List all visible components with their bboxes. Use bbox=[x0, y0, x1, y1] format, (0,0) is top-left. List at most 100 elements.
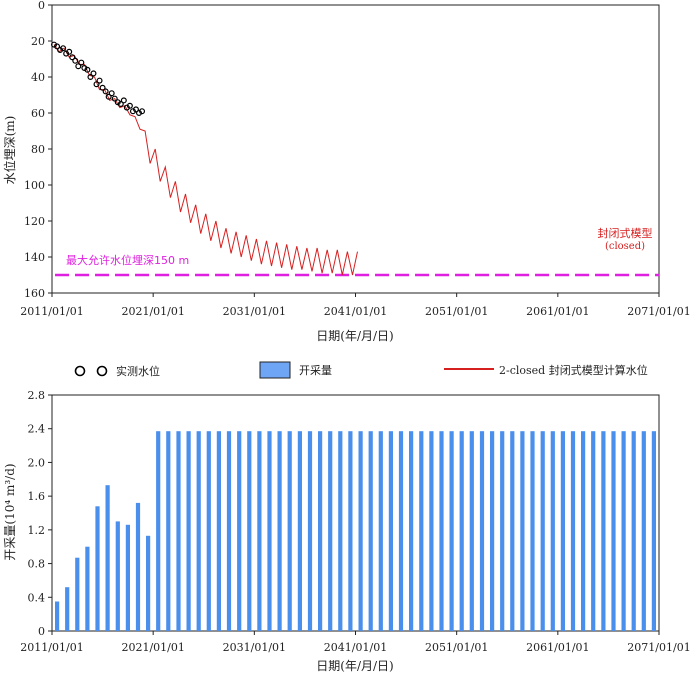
pumping-bar bbox=[338, 431, 343, 631]
pumping-bar bbox=[206, 431, 211, 631]
pumping-bar bbox=[95, 506, 100, 631]
top-plot-frame bbox=[51, 4, 660, 294]
pumping-bar bbox=[115, 521, 120, 631]
bottom-y-tick-label: 2.8 bbox=[28, 389, 46, 402]
observed-point bbox=[126, 102, 133, 109]
pumping-bar bbox=[479, 431, 485, 631]
pumping-bar bbox=[216, 431, 221, 631]
pumping-bar bbox=[196, 431, 201, 631]
top-x-tick-label: 2071/01/01 bbox=[627, 305, 690, 318]
observed-point bbox=[69, 54, 76, 61]
pumping-bar bbox=[176, 431, 181, 631]
bottom-x-tick-label: 2031/01/01 bbox=[223, 641, 286, 654]
bottom-x-tick-label: 2061/01/01 bbox=[526, 641, 589, 654]
pumping-bar bbox=[601, 431, 606, 631]
observed-point bbox=[99, 84, 106, 91]
legend-pumping-label: 开采量 bbox=[299, 364, 332, 377]
observed-point bbox=[66, 48, 73, 55]
pumping-bar bbox=[540, 431, 545, 631]
bottom-y-tick-label: 1.2 bbox=[28, 524, 46, 537]
observed-point bbox=[105, 93, 112, 100]
observed-point bbox=[54, 43, 61, 50]
observed-point bbox=[75, 63, 82, 70]
top-x-tick-label: 2031/01/01 bbox=[223, 305, 286, 318]
bottom-y-tick-label: 0 bbox=[38, 625, 45, 638]
bottom-y-axis: 0 0.4 0.8 1.2 1.6 2.0 2.4 2.8 bbox=[28, 389, 52, 638]
bottom-y-tick-label: 0.8 bbox=[28, 558, 46, 571]
bottom-y-tick-label: 2.0 bbox=[28, 456, 46, 469]
observed-point bbox=[84, 66, 91, 73]
pumping-bar bbox=[570, 431, 576, 631]
observed-series-points bbox=[51, 41, 146, 116]
pumping-bars bbox=[55, 431, 656, 631]
legend-model-label: 2-closed 封闭式模型计算水位 bbox=[499, 363, 648, 377]
bottom-x-tick-label: 2051/01/01 bbox=[425, 641, 488, 654]
pumping-bar bbox=[135, 502, 141, 631]
pumping-bar bbox=[651, 431, 656, 631]
pumping-bar bbox=[520, 431, 525, 631]
bottom-x-tick-label: 2041/01/01 bbox=[324, 641, 387, 654]
pumping-bar bbox=[277, 431, 282, 631]
legend: 实测水位 开采量 2-closed 封闭式模型计算水位 bbox=[74, 361, 648, 379]
bottom-x-tick-label: 2071/01/01 bbox=[627, 641, 690, 654]
pumping-bar bbox=[186, 431, 191, 631]
model-series-line bbox=[53, 44, 358, 276]
top-y-tick-label: 160 bbox=[24, 287, 45, 300]
pumping-bar bbox=[65, 587, 70, 631]
pumping-bar bbox=[581, 431, 586, 631]
top-x-tick-label: 2011/01/01 bbox=[20, 305, 83, 318]
pumping-bar bbox=[328, 431, 333, 631]
pumping-bar bbox=[105, 485, 110, 631]
top-y-axis-label: 水位埋深(m) bbox=[2, 116, 17, 185]
observed-point bbox=[90, 70, 97, 77]
top-x-tick-label: 2021/01/01 bbox=[121, 305, 184, 318]
water-level-chart: 0 20 40 60 80 100 120 140 160 2011/01/01 2021/01/… bbox=[2, 0, 691, 343]
max-depth-label: 最大允许水位埋深150 m bbox=[66, 253, 189, 267]
observed-point bbox=[117, 100, 124, 107]
pumping-bar bbox=[429, 431, 434, 631]
top-y-tick-label: 100 bbox=[24, 179, 45, 192]
pumping-bar bbox=[358, 431, 363, 631]
bottom-x-axis-label: 日期(年/月/日) bbox=[316, 659, 393, 673]
observed-point bbox=[78, 59, 85, 66]
pumping-bar bbox=[560, 431, 565, 631]
pumping-bar bbox=[388, 431, 393, 631]
pumping-bar bbox=[85, 546, 90, 631]
bottom-x-tick-label: 2011/01/01 bbox=[20, 641, 83, 654]
pumping-bar bbox=[419, 431, 424, 631]
observed-point bbox=[60, 45, 67, 52]
observed-point bbox=[120, 97, 127, 104]
observed-point bbox=[72, 57, 79, 64]
pumping-bar bbox=[348, 431, 353, 631]
pumping-bar bbox=[156, 431, 161, 631]
bottom-y-axis-label: 开采量(10⁴ m³/d) bbox=[3, 463, 17, 560]
pumping-bar bbox=[550, 431, 555, 631]
pumping-bar bbox=[530, 431, 535, 631]
top-y-tick-label: 140 bbox=[24, 251, 45, 264]
bottom-x-tick-label: 2021/01/01 bbox=[121, 641, 184, 654]
observed-point bbox=[139, 108, 146, 115]
observed-point bbox=[87, 73, 94, 80]
top-y-tick-label: 20 bbox=[31, 35, 45, 48]
pumping-bar bbox=[75, 557, 80, 631]
model-sub-label: (closed) bbox=[605, 241, 645, 252]
pumping-bar bbox=[237, 431, 242, 631]
top-y-tick-label: 120 bbox=[24, 215, 45, 228]
pumping-bar bbox=[307, 431, 313, 631]
observed-point bbox=[111, 95, 118, 102]
top-y-axis: 0 20 40 60 80 100 120 140 160 bbox=[24, 0, 52, 300]
top-x-axis: 2011/01/01 2021/01/01 2031/01/01 2041/01/01… bbox=[20, 293, 691, 318]
pumping-bar bbox=[631, 431, 636, 631]
pumping-bar bbox=[166, 431, 171, 631]
pumping-bar bbox=[287, 431, 292, 631]
pumping-bar bbox=[510, 431, 515, 631]
pumping-bar bbox=[368, 431, 373, 631]
pumping-bar bbox=[500, 431, 505, 631]
pumping-bar bbox=[409, 431, 414, 631]
legend-observed-marker-b bbox=[96, 365, 108, 377]
legend-pumping-swatch bbox=[259, 361, 291, 379]
pumping-bar bbox=[621, 431, 626, 631]
pumping-bar bbox=[146, 535, 151, 631]
legend-observed-marker-a bbox=[74, 365, 86, 377]
pumping-bar bbox=[267, 431, 272, 631]
